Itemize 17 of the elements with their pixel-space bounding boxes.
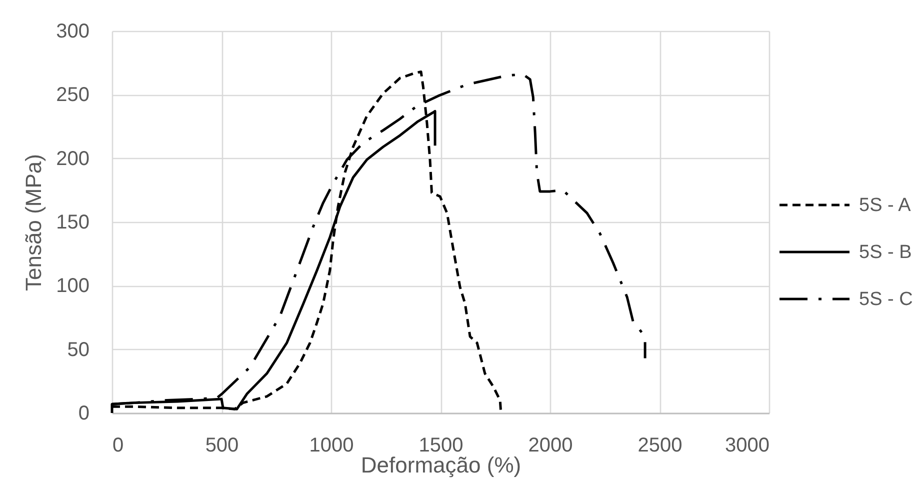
- legend-label: 5S - C: [859, 289, 913, 310]
- y-tick-label: 300: [56, 20, 90, 42]
- y-tick-label: 100: [56, 275, 90, 298]
- x-tick-label: 3000: [725, 434, 770, 456]
- x-tick-label: 1000: [309, 434, 354, 456]
- x-tick-label: 500: [205, 434, 239, 456]
- y-tick-label: 200: [56, 148, 90, 170]
- y-axis-title: Tensão (MPa): [21, 154, 46, 291]
- y-tick-label: 150: [56, 212, 90, 234]
- x-tick-label: 2500: [638, 434, 682, 456]
- y-tick-label: 0: [78, 402, 90, 424]
- y-tick-label: 250: [56, 84, 90, 106]
- legend-label: 5S - A: [859, 195, 912, 216]
- x-tick-label: 0: [112, 434, 124, 456]
- legend-label: 5S - B: [859, 242, 912, 264]
- x-tick-label: 2000: [528, 434, 573, 456]
- y-tick-label: 50: [67, 338, 90, 361]
